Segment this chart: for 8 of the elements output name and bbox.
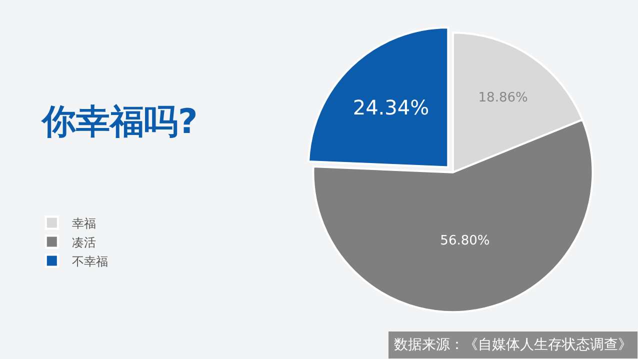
data-label: 24.34%	[352, 96, 430, 120]
source-note: 数据来源：《自媒体人生存状态调查》	[394, 337, 632, 353]
data-label: 18.86%	[478, 90, 528, 106]
text: 你幸福吗?	[40, 102, 198, 142]
legend-label: 不幸福	[72, 254, 108, 268]
legend-label: 凑活	[72, 235, 96, 250]
data-label: 56.80%	[440, 234, 490, 249]
legend-label: 幸福	[72, 216, 96, 230]
